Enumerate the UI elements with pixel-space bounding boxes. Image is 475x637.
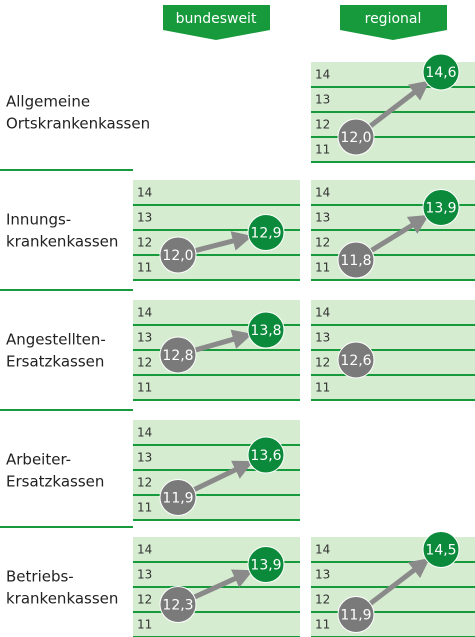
- row-label: Angestellten-: [6, 331, 106, 349]
- value-label: 13,9: [250, 558, 281, 574]
- column-tab: [340, 5, 447, 40]
- column-tab: [163, 5, 270, 40]
- row-label: Innungs-: [6, 211, 71, 229]
- arrow: [368, 558, 430, 606]
- y-tick-label: 11: [315, 143, 330, 157]
- value-dot: [247, 311, 285, 349]
- value-dot: [337, 241, 375, 279]
- value-dot: [247, 214, 285, 251]
- y-tick-label: 13: [137, 211, 152, 225]
- y-tick-label: 12: [315, 356, 330, 370]
- value-label: 13,6: [250, 448, 281, 464]
- row-label: krankenkassen: [6, 233, 118, 251]
- row-label: Betriebs-: [6, 568, 74, 586]
- y-tick-label: 14: [137, 543, 152, 557]
- value-label: 12,0: [162, 248, 193, 264]
- row-label: Arbeiter-: [6, 451, 71, 469]
- value-label: 12,6: [340, 353, 371, 369]
- value-dot: [337, 596, 375, 633]
- y-tick-label: 14: [137, 426, 152, 440]
- arrow: [370, 214, 430, 253]
- y-tick-label: 11: [137, 261, 152, 275]
- y-tick-label: 11: [137, 381, 152, 395]
- value-dot: [337, 341, 375, 379]
- y-tick-label: 13: [315, 211, 330, 225]
- arrow: [194, 329, 253, 353]
- y-tick-label: 12: [137, 476, 152, 490]
- y-tick-label: 11: [315, 618, 330, 632]
- value-dot: [159, 236, 197, 274]
- value-label: 13,9: [425, 201, 456, 217]
- value-label: 11,9: [162, 491, 193, 507]
- y-tick-label: 14: [315, 186, 330, 200]
- value-dot: [159, 586, 197, 623]
- value-label: 12,0: [340, 130, 371, 146]
- row-label: Ersatzkassen: [6, 473, 104, 491]
- row-label: Ersatzkassen: [6, 353, 104, 371]
- value-dot: [247, 546, 285, 583]
- y-tick-label: 13: [137, 451, 152, 465]
- y-tick-label: 13: [315, 93, 330, 107]
- y-tick-label: 13: [137, 568, 152, 582]
- y-tick-label: 13: [315, 331, 330, 345]
- y-tick-label: 12: [137, 593, 152, 607]
- value-dot: [159, 336, 197, 374]
- arrow: [193, 569, 254, 600]
- row-label: Allgemeine: [6, 93, 90, 111]
- value-label: 14,5: [425, 543, 456, 559]
- y-tick-label: 14: [315, 68, 330, 82]
- y-tick-label: 14: [137, 306, 152, 320]
- y-tick-label: 11: [315, 261, 330, 275]
- value-label: 11,9: [340, 608, 371, 624]
- value-dot: [337, 118, 375, 156]
- y-tick-label: 11: [137, 618, 152, 632]
- row-label: krankenkassen: [6, 590, 118, 608]
- arrow: [194, 231, 253, 253]
- value-dot: [159, 479, 197, 516]
- y-tick-label: 13: [137, 331, 152, 345]
- y-tick-label: 11: [315, 381, 330, 395]
- arrow: [193, 460, 254, 492]
- value-dot: [247, 436, 285, 474]
- y-tick-label: 14: [315, 543, 330, 557]
- arrow: [368, 80, 430, 129]
- y-tick-label: 12: [137, 356, 152, 370]
- value-dot: [422, 531, 460, 568]
- value-dot: [422, 53, 460, 91]
- y-tick-label: 14: [137, 186, 152, 200]
- value-label: 12,8: [162, 348, 193, 364]
- value-label: 13,8: [250, 323, 281, 339]
- value-label: 11,8: [340, 253, 371, 269]
- value-label: 12,9: [250, 226, 281, 242]
- value-label: 14,6: [425, 65, 456, 81]
- y-tick-label: 12: [315, 118, 330, 132]
- value-dot: [422, 189, 460, 226]
- y-tick-label: 11: [137, 501, 152, 515]
- column-header: regional: [365, 11, 422, 27]
- y-tick-label: 12: [315, 593, 330, 607]
- row-label: Ortskrankenkassen: [6, 115, 150, 133]
- value-label: 12,3: [162, 598, 193, 614]
- y-tick-label: 14: [315, 306, 330, 320]
- y-tick-label: 13: [315, 568, 330, 582]
- column-header: bundesweit: [176, 11, 257, 27]
- y-tick-label: 12: [137, 236, 152, 250]
- y-tick-label: 12: [315, 236, 330, 250]
